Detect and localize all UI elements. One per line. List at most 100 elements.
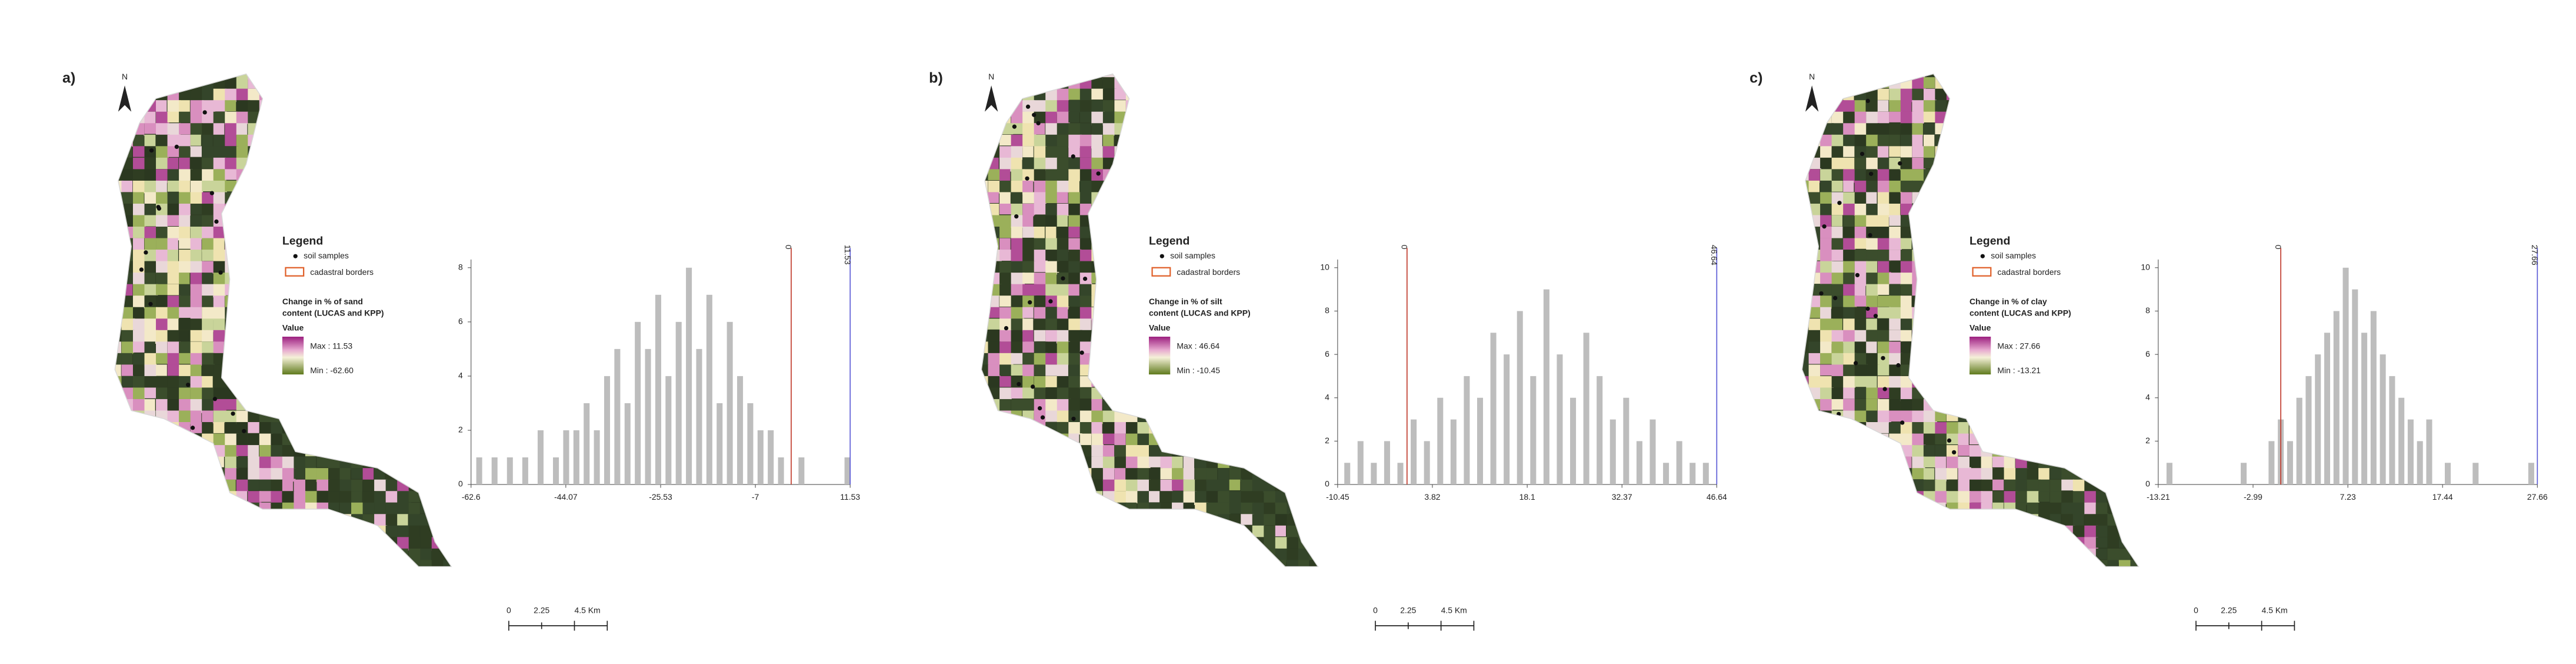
soil-sample [1025, 104, 1031, 109]
map-parcel [328, 502, 339, 516]
map-parcel [248, 203, 261, 215]
map-parcel [1935, 456, 1947, 470]
map-parcel [1079, 134, 1094, 149]
map-parcel [455, 192, 466, 206]
map-parcel [2015, 111, 2027, 124]
map-parcel [1992, 387, 2004, 400]
map-parcel [1057, 215, 1068, 228]
map-parcel [965, 284, 978, 296]
map-parcel [1011, 422, 1025, 436]
map-parcel [2027, 491, 2040, 503]
map-parcel [374, 134, 388, 147]
map-parcel [213, 88, 227, 101]
map-parcel [1218, 422, 1231, 435]
map-parcel [316, 88, 328, 102]
map-parcel [397, 548, 408, 560]
map-parcel [1218, 341, 1231, 354]
map-parcel [2107, 410, 2120, 422]
map-parcel [98, 376, 109, 387]
map-parcel [202, 479, 214, 492]
map-parcel [1218, 77, 1230, 91]
map-parcel [2130, 123, 2139, 137]
map-parcel [1275, 100, 1287, 112]
map-parcel [443, 318, 452, 331]
map-parcel [2107, 273, 2121, 284]
map-parcel [2107, 215, 2120, 227]
map-parcel [2130, 307, 2139, 321]
map-parcel [351, 180, 363, 194]
map-parcel [339, 157, 354, 171]
map-parcel [2095, 146, 2110, 160]
map-parcel [1923, 227, 1935, 239]
map-parcel [167, 203, 181, 218]
map-parcel [1854, 111, 1867, 126]
map-parcel [98, 227, 111, 238]
map-parcel [1264, 502, 1275, 516]
map-parcel [1183, 203, 1197, 215]
map-parcel [259, 445, 272, 459]
map-parcel [1183, 74, 1195, 78]
map-parcel [132, 74, 146, 79]
map-parcel [2142, 376, 2154, 388]
map-parcel [1068, 100, 1081, 112]
map-parcel [1045, 238, 1058, 252]
map-parcel [981, 410, 989, 422]
map-parcel [1900, 364, 1912, 376]
map-parcel [1946, 341, 1958, 356]
map-parcel [1321, 123, 1333, 135]
map-parcel [1287, 572, 1300, 585]
map-parcel [294, 548, 307, 561]
map-parcel [236, 296, 249, 308]
map-parcel [1091, 422, 1102, 436]
map-parcel [339, 215, 353, 229]
map-parcel [1195, 572, 1207, 583]
map-parcel [988, 111, 999, 123]
map-parcel [1137, 399, 1151, 413]
map-parcel [408, 307, 420, 320]
map-parcel [98, 318, 109, 331]
map-parcel [1068, 318, 1081, 333]
map-parcel [965, 445, 976, 459]
map-parcel [965, 77, 979, 90]
map-parcel [2027, 410, 2040, 424]
soil-sample [149, 148, 154, 153]
map-parcel [2004, 169, 2016, 182]
map-parcel [1034, 537, 1046, 549]
map-parcel [1114, 261, 1127, 274]
map-parcel [443, 250, 452, 262]
map-parcel [156, 261, 168, 274]
map-parcel [1946, 479, 1960, 492]
bar [1623, 397, 1629, 485]
map-parcel [259, 296, 272, 309]
x-tick-label: -10.45 [1326, 492, 1349, 502]
map-parcel [156, 330, 169, 343]
y-tick-label: 6 [2145, 349, 2150, 358]
map-parcel [1321, 135, 1334, 147]
map-parcel [167, 146, 181, 157]
legend-title: Legend [1149, 234, 1189, 247]
map-parcel [431, 123, 444, 137]
map-parcel [965, 376, 978, 387]
map-parcel [202, 330, 214, 342]
map-parcel [121, 548, 134, 560]
map-parcel [1160, 399, 1173, 411]
map-parcel [1125, 330, 1137, 343]
map-parcel [1831, 399, 1845, 410]
map-parcel [1114, 215, 1127, 227]
map-parcel [1287, 261, 1300, 273]
map-parcel [1923, 514, 1937, 527]
map-parcel [213, 525, 225, 539]
map-parcel [179, 537, 192, 549]
map-parcel [1264, 100, 1276, 113]
map-parcel [374, 123, 385, 136]
north-label: N [122, 72, 128, 81]
map-parcel [2130, 296, 2139, 309]
scale-label: 0 [506, 606, 511, 615]
map-parcel [1057, 146, 1068, 160]
map-parcel [1820, 514, 1832, 526]
map-parcel [1114, 456, 1127, 469]
map-parcel [1802, 502, 1810, 516]
map-parcel [156, 111, 169, 124]
map-parcel [316, 146, 328, 159]
